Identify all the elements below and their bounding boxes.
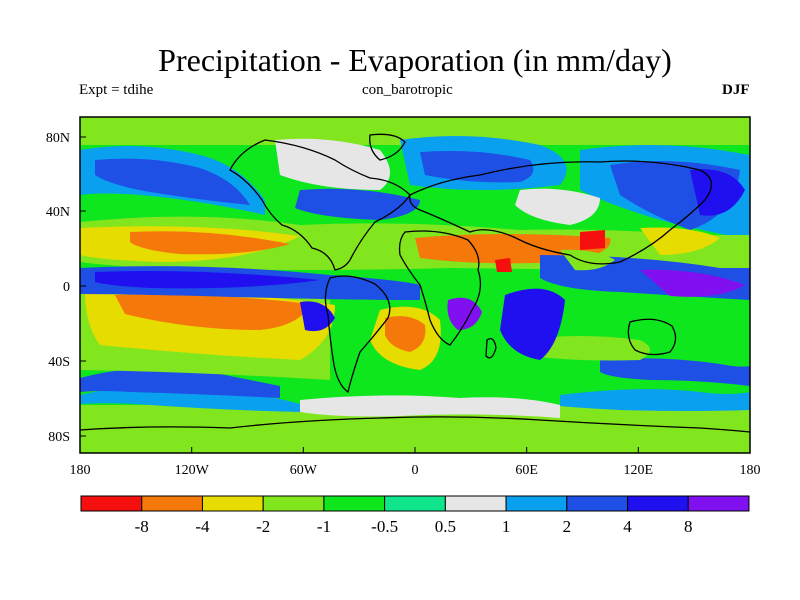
x-tick-label: 60E bbox=[515, 463, 538, 478]
coastlines bbox=[80, 133, 750, 433]
coast-madagascar bbox=[485, 337, 497, 359]
field-south-pacific-orange bbox=[115, 294, 310, 330]
colorbar-swatch bbox=[323, 495, 386, 512]
colorbar-label: -4 bbox=[195, 517, 210, 536]
colorbar-swatch bbox=[80, 495, 143, 512]
chart-title: Precipitation - Evaporation (in mm/day) bbox=[158, 42, 672, 78]
y-tick-marks bbox=[80, 136, 86, 437]
x-tick-label: 60W bbox=[290, 463, 318, 478]
y-tick-label: 80S bbox=[48, 430, 70, 445]
colorbar-swatch bbox=[566, 495, 629, 512]
experiment-label: Expt = tdihe bbox=[79, 82, 154, 98]
season-label: DJF bbox=[722, 82, 750, 98]
colorbar-label: -1 bbox=[317, 517, 331, 536]
colorbar-label: 8 bbox=[684, 517, 693, 536]
colorbar-swatch bbox=[505, 495, 568, 512]
colorbar-swatch bbox=[687, 495, 750, 512]
y-tick-label: 0 bbox=[63, 280, 70, 295]
x-tick-label: 180 bbox=[70, 463, 91, 478]
coast-africa bbox=[398, 230, 482, 346]
colorbar-label: -0.5 bbox=[371, 517, 398, 536]
colorbar: -8 -4 -2 -1 -0.5 0.5 1 2 4 8 bbox=[80, 495, 750, 536]
coast-greenland bbox=[369, 133, 406, 161]
colorbar-label: -8 bbox=[135, 517, 149, 536]
x-tick-marks bbox=[79, 447, 751, 453]
y-tick-label: 80N bbox=[46, 131, 70, 146]
x-tick-label: 120E bbox=[624, 463, 654, 478]
coast-north-america bbox=[229, 139, 411, 271]
coast-australia bbox=[627, 318, 677, 356]
y-tick-label: 40N bbox=[46, 205, 70, 220]
colorbar-swatch bbox=[444, 495, 507, 512]
coast-south-america bbox=[324, 275, 391, 394]
x-tick-label: 180 bbox=[740, 463, 761, 478]
colorbar-label: 4 bbox=[623, 517, 632, 536]
field-antarctic-gray bbox=[300, 395, 560, 418]
y-tick-label: 40S bbox=[48, 355, 70, 370]
colorbar-swatch bbox=[201, 495, 264, 512]
colorbar-label: 2 bbox=[563, 517, 572, 536]
colorbar-label: 0.5 bbox=[435, 517, 456, 536]
colorbar-swatch bbox=[384, 495, 446, 512]
coast-eurasia bbox=[409, 160, 712, 265]
colorbar-label: 1 bbox=[502, 517, 511, 536]
x-tick-label: 0 bbox=[412, 463, 419, 478]
coast-antarctica bbox=[80, 416, 750, 433]
field-north-pacific-orange bbox=[130, 231, 290, 255]
experiment-name: con_barotropic bbox=[362, 82, 453, 98]
field-southern-ocean-blue bbox=[80, 385, 300, 412]
x-tick-label: 120W bbox=[175, 463, 210, 478]
colorbar-swatch bbox=[627, 495, 689, 512]
field-north-pacific-blue bbox=[95, 158, 250, 205]
colorbar-swatch bbox=[141, 495, 203, 512]
colorbar-label: -2 bbox=[256, 517, 270, 536]
colorbar-swatch bbox=[262, 495, 325, 512]
